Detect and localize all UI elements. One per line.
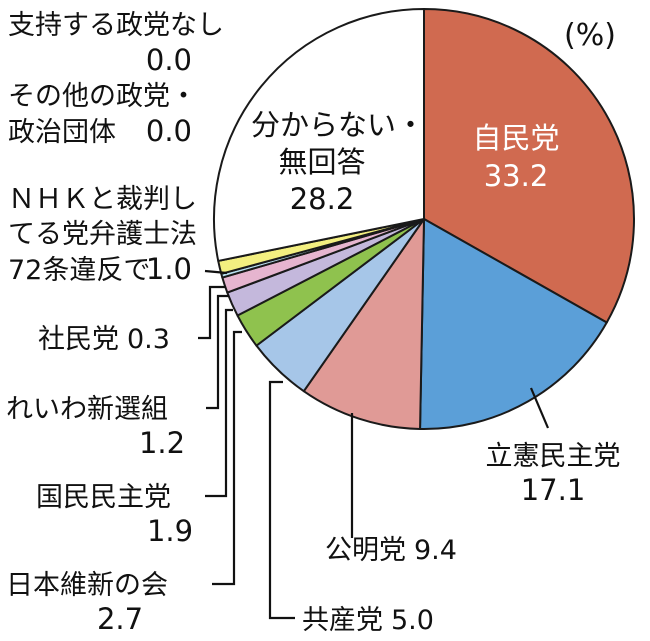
slice-name-jimin: 自民党 xyxy=(472,121,559,155)
slice-value-kokumin: 1.9 xyxy=(147,514,193,548)
slice-value-sonota: 0.0 xyxy=(146,114,192,148)
slice-value-wakaranai: 28.2 xyxy=(290,182,355,216)
slice-name-ishin: 日本維新の会 xyxy=(6,570,168,601)
slice-name-kokumin: 国民民主党 xyxy=(36,482,171,513)
leader-line-ishin xyxy=(212,330,242,586)
pie-slice-2 xyxy=(302,218,425,430)
slice-value-jimin: 33.2 xyxy=(484,159,549,193)
unit-label: (%) xyxy=(564,18,616,53)
slice-value-rikken: 17.1 xyxy=(521,473,586,507)
slice-name-rikken: 立憲民主党 xyxy=(486,441,621,472)
slice-name-nhk-3: 72条違反で xyxy=(8,255,150,286)
slice-value-nhk: 1.0 xyxy=(146,252,192,286)
slice-value-kyosan: 5.0 xyxy=(391,605,434,636)
leader-line-kokumin xyxy=(205,308,233,498)
slice-value-nashi: 0.0 xyxy=(146,43,192,77)
slice-name-komei: 公明党 xyxy=(325,535,406,566)
slice-name-sonota-2: 政治団体 xyxy=(8,117,116,148)
pie-slice-11 xyxy=(213,8,425,262)
pie-slice-0 xyxy=(423,8,635,324)
leader-line-reiwa xyxy=(206,294,229,410)
slice-name-nashi: 支持する政党なし xyxy=(8,10,224,41)
leader-line-shamin xyxy=(198,285,226,340)
slice-label-komei: 公明党 9.4 xyxy=(325,535,457,566)
leader-lines xyxy=(198,269,550,620)
slice-label-kyosan: 共産党 5.0 xyxy=(302,605,434,636)
pie-slices xyxy=(213,8,635,430)
leader-line-rikken xyxy=(529,387,550,429)
slice-value-komei: 9.4 xyxy=(414,535,457,566)
slice-label-shamin: 社民党 0.3 xyxy=(38,324,170,355)
slice-name-reiwa: れいわ新選組 xyxy=(6,394,168,425)
leader-line-nhk xyxy=(204,269,228,275)
slice-value-shamin: 0.3 xyxy=(127,324,170,355)
pie-slice-1 xyxy=(419,218,608,430)
slice-name-kyosan: 共産党 xyxy=(302,605,383,636)
leader-line-kyosan xyxy=(268,380,295,620)
slice-name-shamin: 社民党 xyxy=(38,324,119,355)
slice-name-nhk-1: ＮＨＫと裁判し xyxy=(8,184,197,215)
slice-value-reiwa: 1.2 xyxy=(139,426,185,460)
slice-name-wakaranai-2: 無回答 xyxy=(278,145,365,179)
slice-value-ishin: 2.7 xyxy=(97,602,143,636)
slice-name-sonota-1: その他の政党・ xyxy=(8,81,197,112)
slice-name-wakaranai-1: 分からない・ xyxy=(251,108,425,142)
slice-name-nhk-2: てる党弁護士法 xyxy=(8,219,197,250)
